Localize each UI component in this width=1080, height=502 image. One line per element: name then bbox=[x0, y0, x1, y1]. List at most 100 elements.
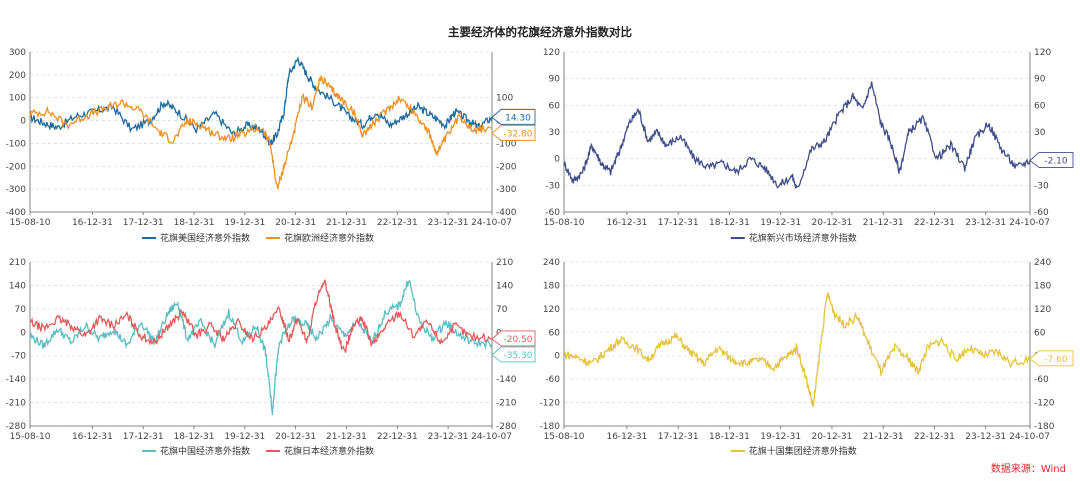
y-tick-label-left: -120 bbox=[540, 399, 561, 409]
y-tick-label-left: 300 bbox=[9, 48, 26, 58]
x-tick-label: 22-12-31 bbox=[914, 432, 955, 442]
x-tick-label: 19-12-31 bbox=[760, 218, 801, 228]
y-tick-label-right: -210 bbox=[496, 399, 517, 409]
end-value-label: -35.30 bbox=[503, 351, 532, 361]
end-value-callout bbox=[491, 124, 536, 141]
y-tick-label-left: -280 bbox=[6, 422, 27, 432]
legend-entry: 花旗中国经济意外指数 bbox=[160, 445, 250, 457]
legend-entry: 花旗日本经济意外指数 bbox=[284, 445, 374, 457]
end-value-callout bbox=[491, 330, 536, 347]
x-tick-label: 22-12-31 bbox=[377, 218, 418, 228]
x-tick-label: 23-12-31 bbox=[965, 218, 1006, 228]
y-tick-label-right: -60 bbox=[1034, 375, 1049, 385]
y-tick-label-left: 60 bbox=[549, 328, 561, 338]
x-tick-label: 20-12-31 bbox=[812, 432, 853, 442]
x-tick-label: 18-12-31 bbox=[174, 218, 215, 228]
x-tick-label: 16-12-31 bbox=[72, 432, 113, 442]
end-value-label: -20.50 bbox=[503, 335, 532, 345]
y-tick-label-right: 240 bbox=[1034, 258, 1051, 268]
y-tick-label-right: 90 bbox=[1034, 75, 1046, 85]
y-tick-label-left: 30 bbox=[549, 128, 561, 138]
x-tick-label: 15-08-10 bbox=[544, 432, 585, 442]
y-tick-label-left: 70 bbox=[15, 305, 27, 315]
x-tick-label: 20-12-31 bbox=[275, 218, 316, 228]
y-tick-label-left: 60 bbox=[549, 101, 561, 111]
y-tick-label-left: 180 bbox=[543, 281, 560, 291]
y-tick-label-left: 0 bbox=[554, 352, 560, 362]
y-tick-label-right: 210 bbox=[496, 258, 513, 268]
y-tick-label-right: -180 bbox=[1034, 422, 1055, 432]
chart-panel-tr: 1209060300-30-601209060300-30-6015-08-10… bbox=[543, 48, 1074, 244]
y-tick-label-right: 60 bbox=[1034, 328, 1046, 338]
y-tick-label-right: 120 bbox=[1034, 305, 1051, 315]
series-line-0 bbox=[29, 279, 493, 416]
x-tick-label: 20-12-31 bbox=[275, 432, 316, 442]
y-tick-label-right: 70 bbox=[496, 305, 508, 315]
y-tick-label-left: -210 bbox=[6, 399, 27, 409]
end-value-callout bbox=[1029, 151, 1074, 168]
y-tick-label-left: 0 bbox=[20, 117, 26, 127]
x-tick-label: 16-12-31 bbox=[72, 218, 113, 228]
end-value-callout bbox=[1029, 350, 1074, 367]
x-tick-label: 15-08-10 bbox=[544, 218, 585, 228]
y-tick-label-left: -30 bbox=[545, 181, 560, 191]
x-tick-label: 21-12-31 bbox=[863, 218, 904, 228]
x-tick-label: 22-12-31 bbox=[377, 432, 418, 442]
y-tick-label-right: -140 bbox=[496, 375, 517, 385]
series-line-1 bbox=[29, 75, 493, 189]
chart-panel-bl: 210140700-70-140-210-280210140700-70-140… bbox=[6, 258, 536, 457]
y-tick-label-left: -140 bbox=[6, 375, 27, 385]
y-tick-label-right: 100 bbox=[496, 94, 513, 104]
x-tick-label: 18-12-31 bbox=[709, 218, 750, 228]
x-tick-label: 20-12-31 bbox=[812, 218, 853, 228]
end-value-callout bbox=[491, 108, 536, 125]
y-tick-label-right: 60 bbox=[1034, 101, 1046, 111]
x-tick-label: 19-12-31 bbox=[224, 432, 265, 442]
x-tick-label: 21-12-31 bbox=[863, 432, 904, 442]
y-tick-label-right: 140 bbox=[496, 281, 513, 291]
x-tick-label: 23-12-31 bbox=[428, 432, 469, 442]
y-tick-label-left: -60 bbox=[545, 375, 560, 385]
series-line-0 bbox=[563, 292, 1031, 407]
y-tick-label-left: 100 bbox=[9, 94, 26, 104]
x-tick-label: 23-12-31 bbox=[965, 432, 1006, 442]
y-tick-label-right: -400 bbox=[496, 208, 517, 218]
y-tick-label-left: -300 bbox=[6, 185, 27, 195]
y-tick-label-left: -400 bbox=[6, 208, 27, 218]
x-tick-label: 18-12-31 bbox=[709, 432, 750, 442]
end-value-label: -7.60 bbox=[1044, 355, 1068, 365]
end-value-callout bbox=[491, 346, 536, 363]
x-tick-label: 19-12-31 bbox=[224, 218, 265, 228]
y-tick-label-right: -60 bbox=[1034, 208, 1049, 218]
chart-title: 主要经济体的花旗经济意外指数对比 bbox=[448, 25, 632, 39]
y-tick-label-left: 90 bbox=[549, 75, 561, 85]
y-tick-label-left: 120 bbox=[543, 305, 560, 315]
y-tick-label-right: -200 bbox=[496, 162, 517, 172]
chart-panel-br: 240180120600-60-120-180240180120600-60-1… bbox=[540, 258, 1074, 457]
legend-entry: 花旗欧洲经济意外指数 bbox=[284, 232, 374, 244]
series-line-1 bbox=[29, 279, 493, 353]
y-tick-label-left: 200 bbox=[9, 71, 26, 81]
y-tick-label-right: 30 bbox=[1034, 128, 1046, 138]
y-tick-label-left: -70 bbox=[11, 352, 26, 362]
series-line-0 bbox=[29, 56, 493, 146]
x-tick-label: 17-12-31 bbox=[658, 432, 699, 442]
legend-entry: 花旗美国经济意外指数 bbox=[160, 232, 250, 244]
y-tick-label-right: -100 bbox=[496, 139, 517, 149]
x-tick-label: 23-12-31 bbox=[428, 218, 469, 228]
series-line-0 bbox=[563, 81, 1031, 189]
y-tick-label-left: -100 bbox=[6, 139, 27, 149]
x-tick-label: 16-12-31 bbox=[606, 218, 647, 228]
y-tick-label-left: 120 bbox=[543, 48, 560, 58]
y-tick-label-left: 0 bbox=[20, 328, 26, 338]
y-tick-label-left: 140 bbox=[9, 281, 26, 291]
y-tick-label-right: 180 bbox=[1034, 281, 1051, 291]
y-tick-label-left: -200 bbox=[6, 162, 27, 172]
y-tick-label-left: 210 bbox=[9, 258, 26, 268]
y-tick-label-right: 120 bbox=[1034, 48, 1051, 58]
legend-entry: 花旗十国集团经济意外指数 bbox=[749, 445, 857, 457]
x-tick-label: 19-12-31 bbox=[760, 432, 801, 442]
x-tick-label: 17-12-31 bbox=[123, 432, 164, 442]
x-tick-label: 21-12-31 bbox=[326, 432, 367, 442]
